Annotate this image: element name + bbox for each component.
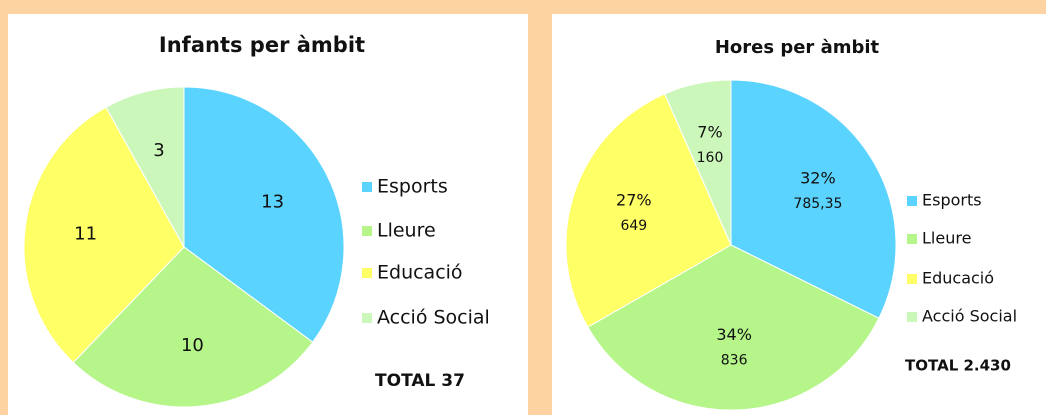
legend-swatch — [362, 226, 372, 236]
legend-label: Esports — [922, 191, 982, 210]
pie-slice — [664, 79, 732, 246]
legend-swatch — [362, 313, 372, 323]
data-label: 836 — [721, 352, 748, 368]
data-label: 11 — [74, 223, 97, 244]
legend-label: Lleure — [922, 229, 971, 248]
pie-slice — [105, 86, 185, 249]
data-label: 13 — [261, 191, 284, 212]
legend-swatch — [362, 182, 372, 192]
legend-swatch — [907, 312, 917, 322]
legend-swatch — [907, 234, 917, 244]
data-label: 649 — [620, 218, 647, 234]
pie-slice — [72, 246, 314, 408]
chart-title: Hores per àmbit — [715, 37, 880, 58]
pie-slice — [587, 244, 880, 411]
legend-label: Esports — [377, 176, 448, 198]
legend-label: Educació — [922, 269, 994, 288]
legend-label: Lleure — [377, 220, 436, 242]
annotation: TOTAL 2.430 — [905, 357, 1011, 375]
percent-label: 32% — [800, 169, 836, 188]
legend-swatch — [907, 274, 917, 284]
data-label: 785,35 — [793, 196, 842, 212]
data-label: 10 — [181, 335, 204, 356]
data-label: 3 — [153, 140, 164, 161]
legend-label: Educació — [377, 262, 463, 284]
pie-slice — [730, 79, 897, 319]
legend-swatch — [362, 268, 372, 278]
pie-slice — [23, 106, 185, 364]
percent-label: 34% — [716, 325, 752, 344]
percent-label: 7% — [697, 122, 722, 141]
percent-label: 27% — [616, 190, 652, 209]
chart-title: Infants per àmbit — [159, 33, 365, 57]
annotation: TOTAL 37 — [375, 371, 465, 391]
legend-label: Acció Social — [377, 307, 490, 329]
legend-swatch — [907, 196, 917, 206]
data-label: 160 — [697, 150, 724, 166]
legend-label: Acció Social — [922, 307, 1017, 326]
pie-slice — [183, 86, 345, 343]
